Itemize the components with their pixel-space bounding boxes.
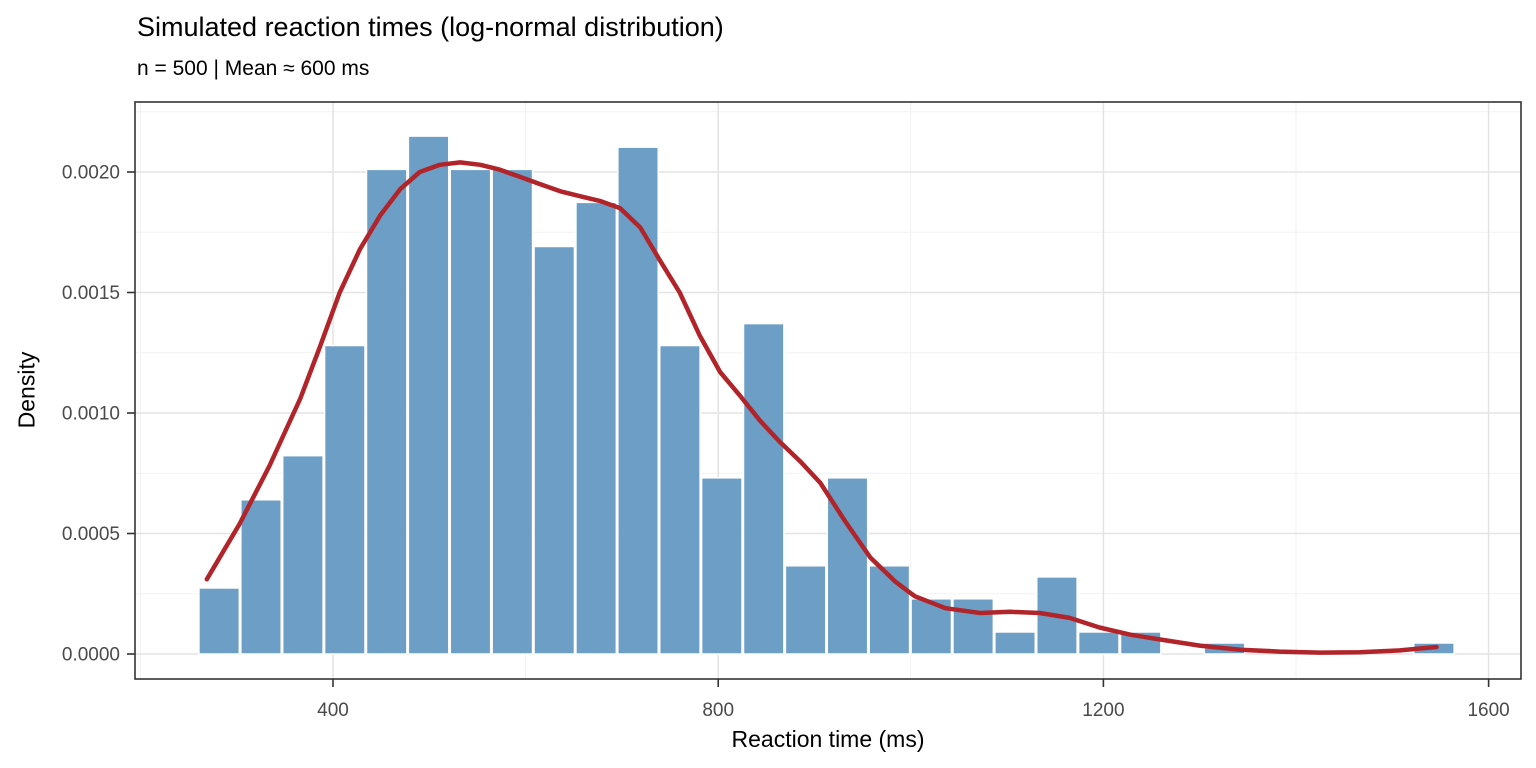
histogram-bar (365, 168, 408, 655)
histogram-bar (449, 168, 492, 655)
histogram-bar (742, 322, 785, 655)
histogram-bar (281, 454, 324, 655)
chart-title: Simulated reaction times (log-normal dis… (137, 12, 724, 42)
x-axis-title: Reaction time (ms) (731, 726, 925, 752)
y-axis-tick-label: 0.0000 (62, 645, 120, 666)
y-axis-tick-label: 0.0020 (62, 163, 120, 184)
x-axis-tick-label: 1200 (1082, 700, 1124, 721)
histogram-bar (533, 245, 576, 655)
y-axis-title: Density (13, 351, 40, 429)
histogram-bar (323, 344, 366, 655)
chart-subtitle: n = 500 | Mean ≈ 600 ms (137, 57, 370, 80)
histogram-bar (491, 168, 534, 655)
histogram-bar (240, 499, 282, 655)
histogram-bar (910, 598, 953, 655)
y-axis-tick-label: 0.0015 (62, 283, 120, 304)
y-axis-tick-label: 0.0005 (62, 524, 120, 545)
histogram-bar (617, 146, 659, 655)
y-axis-tick-label: 0.0010 (62, 404, 120, 425)
x-axis-tick-label: 800 (702, 700, 734, 721)
histogram-bar (1077, 631, 1120, 655)
histogram-bar (994, 631, 1036, 655)
histogram-bar (198, 587, 241, 655)
histogram-bar (700, 477, 743, 655)
histogram-bar (952, 598, 995, 655)
histogram-bar (868, 565, 911, 655)
density-curve (204, 160, 1439, 655)
panel-border (134, 101, 1522, 680)
x-axis-tick-label: 1600 (1467, 700, 1509, 721)
histogram-bar (407, 135, 450, 655)
histogram-bar (658, 344, 701, 655)
x-axis-tick-label: 400 (317, 700, 349, 721)
histogram-bar (784, 565, 827, 655)
histogram-bar (575, 201, 618, 655)
